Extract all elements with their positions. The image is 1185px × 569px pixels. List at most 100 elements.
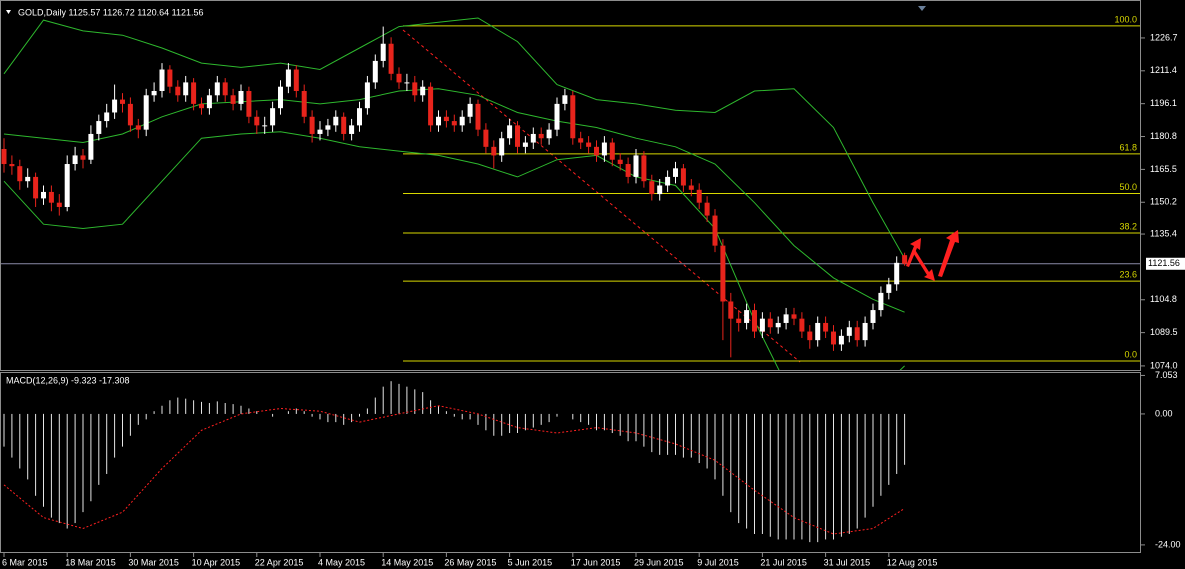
candle-body: [238, 90, 244, 104]
y-tick-label: -24.00: [1155, 539, 1181, 549]
candle-body: [262, 125, 268, 127]
candle-body: [72, 155, 78, 165]
candle-body: [388, 43, 394, 74]
candle-body: [285, 69, 291, 87]
candle-body: [696, 189, 702, 203]
candle-body: [767, 318, 773, 328]
fib-label: 61.8: [1119, 142, 1137, 152]
y-tick-label: 1226.7: [1150, 32, 1178, 42]
candle-body: [41, 191, 46, 199]
fib-label: 38.2: [1119, 221, 1137, 231]
candle-body: [254, 116, 260, 126]
candle-body: [894, 262, 900, 285]
candle-body: [151, 90, 157, 96]
candle-body: [175, 86, 181, 96]
candle-body: [9, 164, 15, 167]
candle-body: [380, 43, 386, 61]
candle-body: [183, 82, 189, 96]
x-tick-label: 18 Mar 2015: [65, 557, 116, 567]
trend-line: [402, 29, 801, 363]
candle-body: [483, 129, 489, 147]
candle-body: [206, 95, 212, 109]
x-tick-label: 30 Mar 2015: [128, 557, 179, 567]
candle-body: [601, 142, 607, 156]
candle-body: [222, 82, 228, 96]
candle-body: [1, 148, 7, 165]
candle-body: [451, 121, 457, 126]
candle-body: [491, 146, 497, 156]
candle-body: [88, 133, 94, 160]
candle-body: [420, 86, 426, 96]
candle-body: [673, 168, 678, 177]
candle-body: [649, 181, 655, 195]
candle-body: [554, 103, 560, 130]
candle-body: [665, 176, 671, 186]
arrow-up: [938, 230, 959, 277]
candle-body: [688, 185, 694, 190]
candle-body: [428, 86, 434, 126]
candle-body: [522, 142, 528, 147]
candle-body: [530, 133, 536, 143]
candle-body: [752, 310, 757, 332]
x-tick-label: 22 Apr 2015: [255, 557, 304, 567]
candle-body: [17, 166, 23, 182]
y-tick-label: 1074.0: [1150, 360, 1178, 370]
fib-label: 50.0: [1119, 182, 1137, 192]
candle-body: [578, 138, 584, 143]
candle-body: [349, 125, 355, 134]
x-tick-label: 14 May 2015: [381, 557, 433, 567]
candle-body: [143, 95, 149, 130]
candle-body: [562, 95, 568, 104]
candle-body: [546, 129, 552, 139]
y-tick-label: 1135.4: [1150, 228, 1177, 238]
y-tick-label: 7.053: [1155, 370, 1178, 380]
candle-body: [720, 245, 726, 302]
candle-body: [436, 116, 441, 126]
y-tick-label: 1165.5: [1150, 164, 1177, 174]
candle-body: [33, 176, 39, 199]
candle-body: [246, 90, 252, 117]
candle-body: [112, 99, 118, 113]
menu-triangle[interactable]: [6, 10, 11, 14]
candle-body: [831, 331, 836, 345]
y-tick-label: 0.00: [1155, 408, 1173, 418]
candle-body: [404, 82, 410, 84]
candle-body: [902, 255, 908, 264]
x-tick-label: 5 Jun 2015: [508, 557, 553, 567]
x-tick-label: 10 Apr 2015: [192, 557, 241, 567]
candle-body: [325, 125, 331, 130]
candle-body: [499, 138, 505, 156]
candle-body: [104, 112, 110, 122]
candle-body: [657, 185, 663, 195]
candle-body: [396, 73, 402, 83]
candle-body: [96, 121, 102, 134]
candle-body: [609, 142, 615, 160]
x-tick-label: 9 Jul 2015: [697, 557, 739, 567]
candle-body: [333, 116, 339, 126]
shift-marker: [918, 6, 926, 11]
macd-pane: [3, 381, 906, 543]
candle-body: [736, 318, 742, 323]
y-tick-label: 1089.5: [1150, 327, 1178, 337]
candle-body: [135, 125, 141, 130]
candle-body: [791, 314, 797, 319]
chart-title: GOLD,Daily 1125.57 1126.72 1120.64 1121.…: [18, 7, 203, 17]
candle-body: [270, 108, 276, 126]
candle-body: [301, 90, 307, 117]
candle-body: [570, 95, 576, 139]
candle-body: [309, 116, 315, 134]
x-tick-label: 21 Jul 2015: [760, 557, 807, 567]
price-label-box: [1146, 257, 1185, 270]
macd-pane-border: [0, 372, 1141, 553]
candle-body: [357, 108, 362, 126]
fib-label: 0.0: [1124, 349, 1137, 359]
candle-body: [230, 95, 236, 104]
candle-body: [467, 103, 473, 117]
axes: 1226.7 1211.4 1196.1 1180.8 1165.5 1150.2 1135…: [2, 32, 1185, 567]
price-label: 1121.56: [1148, 258, 1180, 268]
candle-body: [515, 125, 520, 147]
fib-label: 23.6: [1119, 269, 1137, 279]
